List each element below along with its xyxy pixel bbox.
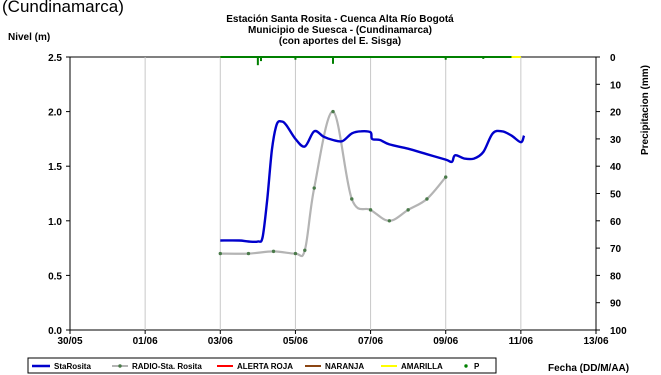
top-partial-text: (Cundinamarca) [2,0,124,16]
chart-title-line-2: Municipio de Suesca - (Cundinamarca) [248,25,432,36]
radio-series-point [312,186,316,190]
radio-series-point [387,219,392,223]
starosita-series-line [220,120,526,244]
chart-title-line-3: (con aportes del E. Sisga) [279,36,401,47]
legend-label: AMARILLA [401,362,443,371]
x-tick-label: 13/06 [583,336,608,347]
y-tick-label: 2.5 [48,53,62,64]
legend-swatch-p [464,364,468,368]
radio-series-point [293,251,298,256]
radio-series-point [350,197,354,201]
legend-label: NARANJA [325,362,364,371]
plot-area [69,56,597,331]
x-axis: 30/05 01/06 03/06 05/06 07/06 09/06 11/06 13/06 [57,330,609,347]
chart-title-line-1: Estación Santa Rosita - Cuenca Alta Río … [226,14,454,25]
grid [144,57,522,330]
y-axis-title: Nivel (m) [8,32,50,43]
legend-label: P [474,362,480,371]
y-tick-label: 1.5 [48,162,62,173]
x-tick-label: 07/06 [358,336,383,347]
y2-tick-label: 100 [610,326,627,337]
y2-tick-label: 0 [610,53,616,64]
x-tick-label: 30/05 [57,336,82,347]
radio-series-point [406,208,410,212]
y-tick-label: 0.5 [48,271,62,282]
x-axis-title: Fecha (DD/M/AA) [548,363,629,374]
legend-label: ALERTA ROJA [237,362,293,371]
y2-tick-label: 90 [610,299,622,310]
radio-series-point [246,251,251,256]
radio-series-point [368,208,373,212]
x-tick-label: 03/06 [208,336,233,347]
legend: StaRosita RADIO-Sta. Rosita ALERTA ROJA NAR… [32,362,480,371]
radio-series-point [444,175,448,179]
legend-label: StaRosita [54,362,91,371]
legend-label: RADIO-Sta. Rosita [132,362,202,371]
y2-tick-label: 20 [610,108,622,119]
y2-tick-label: 30 [610,135,622,146]
y-tick-label: 2.0 [48,108,62,119]
legend-swatch-marker [118,364,122,368]
x-tick-label: 11/06 [509,336,534,347]
y-tick-label: 0.0 [48,326,62,337]
y2-tick-label: 50 [610,190,622,201]
x-tick-label: 09/06 [433,336,458,347]
x-tick-label: 01/06 [133,336,158,347]
legend-box [27,357,497,374]
y-axis: 0.0 0.5 1.0 1.5 2.0 2.5 [48,53,70,337]
radio-series-point [218,251,222,256]
radio-series-point [331,109,335,114]
y2-axis-title: Precipitacion (mm) [640,65,651,155]
y2-axis: 0 10 20 30 40 50 60 70 80 90 100 [596,53,627,337]
x-tick-label: 05/06 [283,336,308,347]
y2-tick-label: 80 [610,271,622,282]
y2-tick-label: 70 [610,244,622,255]
radio-series-point [271,249,276,254]
series-layer [218,56,526,258]
radio-series-point [303,248,307,252]
y2-tick-label: 10 [610,80,622,91]
y2-tick-label: 60 [610,217,622,228]
y2-tick-label: 40 [610,162,622,173]
y-tick-label: 1.0 [48,217,62,228]
radio-series-point [425,197,429,201]
